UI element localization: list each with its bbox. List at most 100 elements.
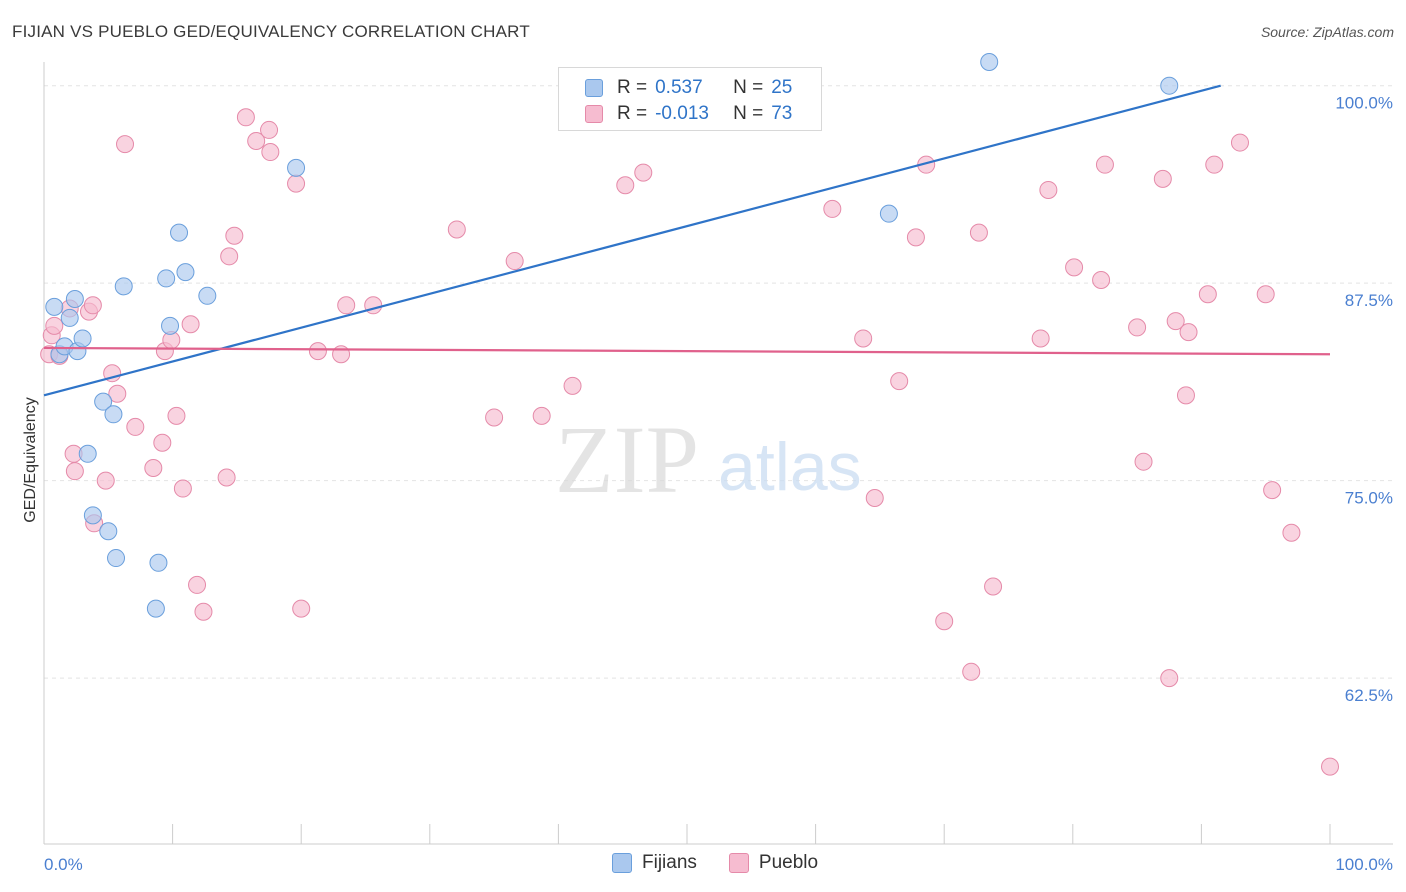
n-value: 73 <box>771 103 793 124</box>
r-value: 0.537 <box>655 77 703 98</box>
fijians-point <box>170 223 189 242</box>
y-tick-label: 75.0% <box>1345 489 1393 508</box>
pueblo-trend-line <box>43 346 1331 356</box>
fijians-point <box>287 158 306 177</box>
pueblo-legend-swatch <box>728 853 749 873</box>
legend-label-pueblo: Pueblo <box>758 852 819 873</box>
pueblo-point <box>865 489 884 508</box>
fijians-point <box>94 392 113 411</box>
fijians-swatch <box>585 79 603 97</box>
pueblo-point <box>116 135 135 154</box>
pueblo-point <box>1179 323 1198 342</box>
legend-row-pueblo: R = -0.013 N = 73 <box>585 102 792 126</box>
n-label: N = <box>733 77 764 98</box>
fijians-legend-swatch <box>612 853 632 873</box>
fijians-point <box>114 277 133 296</box>
fijians-point <box>78 444 97 463</box>
x-tick-label-max: 100.0% <box>1335 855 1393 874</box>
pueblo-point <box>308 342 327 361</box>
pueblo-point <box>1039 180 1058 199</box>
trend-lines <box>43 84 1331 397</box>
pueblo-point <box>984 577 1003 596</box>
gridlines <box>44 85 1393 679</box>
series-legend: Fijians Pueblo <box>612 852 850 874</box>
pueblo-point <box>1065 258 1084 277</box>
pueblo-point <box>485 408 504 427</box>
pueblo-point <box>1256 285 1275 304</box>
x-tick-label-min: 0.0% <box>44 855 83 874</box>
pueblo-point <box>181 315 200 334</box>
fijians-points <box>45 53 1179 618</box>
pueblo-point <box>505 252 524 271</box>
pueblo-point <box>1153 169 1172 188</box>
fijians-point <box>65 289 84 308</box>
pueblo-point <box>167 406 186 425</box>
pueblo-point <box>247 131 266 150</box>
pueblo-point <box>532 406 551 425</box>
pueblo-point <box>962 662 981 681</box>
pueblo-point <box>1282 523 1301 542</box>
pueblo-point <box>225 226 244 245</box>
watermark-zip: ZIP <box>555 406 699 513</box>
pueblo-point <box>126 417 145 436</box>
pueblo-point <box>96 471 115 490</box>
fijians-point <box>73 329 92 348</box>
pueblo-point <box>45 316 64 335</box>
pueblo-point <box>890 372 909 391</box>
pueblo-point <box>261 143 280 162</box>
fijians-point <box>146 599 165 618</box>
pueblo-point <box>173 479 192 498</box>
fijians-point <box>161 316 180 335</box>
pueblo-point <box>823 199 842 218</box>
pueblo-point <box>1166 312 1185 331</box>
axes <box>43 62 1393 845</box>
watermark: ZIP atlas <box>555 406 862 513</box>
n-label: N = <box>733 103 764 124</box>
pueblo-point <box>1205 155 1224 174</box>
pueblo-point <box>217 468 236 487</box>
fijians-point <box>980 53 999 71</box>
source-credit: Source: ZipAtlas.com <box>1260 24 1394 40</box>
pueblo-point <box>1263 481 1282 500</box>
fijians-point <box>107 549 126 568</box>
pueblo-point <box>337 296 356 315</box>
fijians-point <box>1160 76 1179 95</box>
y-tick-label: 100.0% <box>1335 94 1393 113</box>
pueblo-point <box>1095 155 1114 174</box>
fijians-point <box>83 506 102 525</box>
pueblo-point <box>220 247 239 266</box>
fijians-trend-line <box>43 84 1221 397</box>
r-label: R = <box>617 77 648 98</box>
pueblo-point <box>194 602 213 621</box>
pueblo-point <box>1321 757 1339 776</box>
legend-row-fijians: R = 0.537 N = 25 <box>585 76 792 100</box>
fijians-point <box>99 522 118 541</box>
pueblo-point <box>1160 669 1179 688</box>
pueblo-point <box>1128 318 1147 337</box>
pueblo-point <box>906 228 925 247</box>
fijians-point <box>45 297 64 316</box>
pueblo-point <box>144 459 163 478</box>
pueblo-point <box>83 296 102 315</box>
pueblo-point <box>563 376 582 395</box>
fijians-point <box>60 308 79 327</box>
pueblo-point <box>236 108 255 127</box>
fijians-point <box>149 553 168 572</box>
pueblo-point <box>1176 386 1195 405</box>
pueblo-point <box>287 174 306 193</box>
pueblo-points <box>40 108 1339 776</box>
fijians-point <box>157 269 176 288</box>
n-value: 25 <box>771 77 793 98</box>
chart-title: FIJIAN VS PUEBLO GED/EQUIVALENCY CORRELA… <box>12 22 530 41</box>
pueblo-point <box>65 462 84 481</box>
pueblo-point <box>292 599 311 618</box>
pueblo-point <box>260 120 279 139</box>
pueblo-point <box>108 384 127 403</box>
pueblo-point <box>1031 329 1050 348</box>
pueblo-swatch <box>585 105 603 123</box>
r-value: -0.013 <box>655 103 709 124</box>
legend-label-fijians: Fijians <box>642 852 697 873</box>
pueblo-point <box>854 329 873 348</box>
pueblo-point <box>1198 285 1217 304</box>
